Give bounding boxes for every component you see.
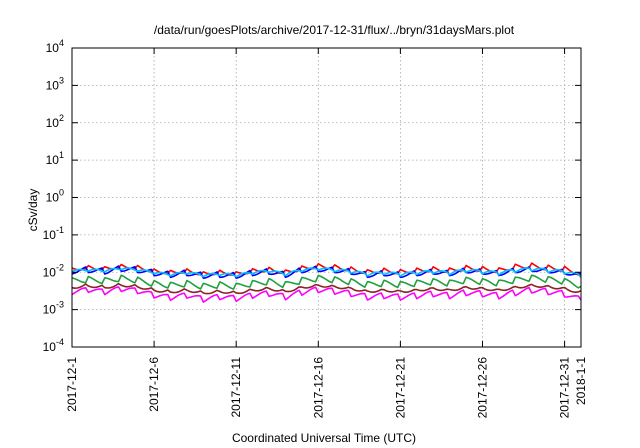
y-tick-label: 10-2 bbox=[43, 262, 64, 279]
y-tick-label: 10-3 bbox=[43, 300, 64, 317]
y-tick-label: 102 bbox=[46, 113, 64, 130]
x-axis-ticks: 2017-12-1 2017-12-6 2017-12-11 2017-12-16 20… bbox=[65, 48, 588, 418]
grid-lines bbox=[72, 48, 581, 347]
x-tick-label: 2017-12-1 bbox=[65, 357, 79, 412]
y-axis-ticks: 104 103 102 101 100 10-1 10-2 10-3 10-4 bbox=[43, 38, 581, 354]
y-tick-label: 104 bbox=[46, 38, 64, 55]
x-tick-label: 2017-12-6 bbox=[147, 357, 161, 412]
x-tick-label: 2017-12-31 bbox=[558, 357, 572, 419]
y-tick-label: 101 bbox=[46, 150, 64, 167]
x-tick-label: 2017-12-21 bbox=[393, 357, 407, 419]
x-tick-label: 2017-12-26 bbox=[475, 357, 489, 419]
y-tick-label: 103 bbox=[46, 75, 64, 92]
y-tick-label: 10-1 bbox=[43, 225, 64, 242]
series-line bbox=[71, 265, 582, 280]
series-line bbox=[71, 286, 582, 303]
x-axis-label: Coordinated Universal Time (UTC) bbox=[232, 431, 416, 445]
y-tick-label: 10-4 bbox=[43, 337, 64, 354]
x-tick-label: 2017-12-16 bbox=[311, 357, 325, 419]
x-tick-label: 2017-12-11 bbox=[229, 357, 243, 418]
series-line bbox=[71, 267, 582, 279]
x-tick-label: 2018-1-1 bbox=[574, 357, 588, 405]
y-axis-label: cSv/day bbox=[26, 189, 40, 232]
series-line bbox=[71, 282, 582, 295]
series-line bbox=[71, 274, 582, 290]
series-layer bbox=[71, 262, 582, 303]
chart-title: /data/run/goesPlots/archive/2017-12-31/f… bbox=[154, 23, 515, 37]
y-tick-label: 100 bbox=[46, 188, 64, 205]
